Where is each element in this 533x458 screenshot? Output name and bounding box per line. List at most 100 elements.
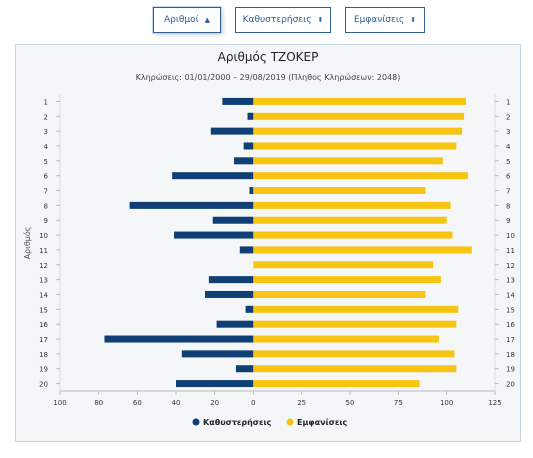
category-label-left: 4 [44, 143, 49, 151]
appearances-button-label: Εμφανίσεις [353, 15, 405, 25]
x-tick-label: 20 [210, 399, 219, 407]
category-label-left: 1 [44, 98, 48, 106]
appearance-bar [253, 380, 420, 388]
appearance-bar [253, 320, 457, 328]
delay-bar [129, 201, 254, 209]
category-label-right: 20 [506, 381, 515, 389]
category-label-right: 14 [506, 291, 515, 299]
x-tick-label: 40 [172, 399, 181, 407]
appearance-bar [253, 365, 457, 373]
category-label-left: 8 [44, 202, 48, 210]
category-label-left: 2 [44, 113, 48, 121]
category-label-left: 20 [39, 381, 48, 389]
category-label-left: 13 [39, 277, 48, 285]
y-axis-label: Αριθμός [22, 227, 32, 260]
appearance-bar [253, 201, 451, 209]
appearance-bar [253, 97, 466, 105]
category-label-left: 19 [39, 366, 48, 374]
category-label-right: 7 [506, 188, 510, 196]
category-label-right: 6 [506, 173, 511, 181]
appearance-bar [253, 276, 441, 284]
delay-bar [245, 305, 254, 313]
delay-bar [172, 172, 254, 180]
chart-container: Αριθμός ΤΖΟΚΕΡ Κληρώσεις: 01/01/2000 – 2… [15, 44, 521, 442]
category-label-left: 7 [44, 188, 48, 196]
appearance-bar [253, 335, 439, 343]
digits-dropdown-button[interactable]: Αριθμοί ▲ [153, 7, 221, 33]
category-label-right: 2 [506, 113, 510, 121]
delays-button-label: Καθυστερήσεις [242, 15, 312, 25]
appearance-bar [253, 127, 463, 135]
delay-bar [210, 127, 254, 135]
category-label-right: 10 [506, 232, 515, 240]
delay-bar [247, 112, 254, 120]
category-label-left: 3 [44, 128, 48, 136]
appearance-bar [253, 246, 472, 254]
category-label-left: 10 [39, 232, 48, 240]
sort-icon: ⬍ [317, 16, 324, 24]
x-tick-label: 50 [346, 399, 355, 407]
category-label-left: 14 [39, 291, 48, 299]
delay-bar [249, 187, 254, 195]
delay-bar [104, 335, 254, 343]
caret-up-icon: ▲ [204, 16, 211, 24]
category-label-right: 17 [506, 336, 515, 344]
bar-chart: Αριθμός ΤΖΟΚΕΡ Κληρώσεις: 01/01/2000 – 2… [22, 50, 515, 427]
delay-bar [234, 157, 254, 165]
category-label-right: 15 [506, 306, 515, 314]
category-label-right: 1 [506, 98, 510, 106]
category-label-right: 3 [506, 128, 510, 136]
category-label-left: 6 [44, 173, 49, 181]
category-label-left: 18 [39, 351, 48, 359]
appearance-bar [253, 112, 465, 120]
delays-dropdown-button[interactable]: Καθυστερήσεις ⬍ [235, 7, 331, 33]
delay-bar [222, 97, 254, 105]
category-label-left: 15 [39, 306, 48, 314]
x-tick-label: 80 [94, 399, 103, 407]
category-label-left: 5 [44, 158, 48, 166]
category-label-right: 16 [506, 321, 515, 329]
appearance-bar [253, 216, 447, 224]
chart-subtitle: Κληρώσεις: 01/01/2000 – 29/08/2019 (Πληθ… [136, 72, 401, 82]
delay-bar [205, 290, 254, 298]
appearance-bar [253, 157, 443, 165]
x-tick-label: 100 [440, 399, 453, 407]
x-tick-label: 75 [394, 399, 403, 407]
legend-label-appearances: Εμφανίσεις [297, 417, 347, 427]
legend-marker-appearances [286, 418, 294, 426]
category-label-right: 5 [506, 158, 510, 166]
sort-icon: ⬍ [410, 16, 417, 24]
category-label-left: 12 [39, 262, 48, 270]
category-label-right: 8 [506, 202, 510, 210]
delay-bar [239, 246, 254, 254]
category-label-left: 11 [39, 247, 48, 255]
appearances-dropdown-button[interactable]: Εμφανίσεις ⬍ [345, 7, 425, 33]
appearance-bar [253, 290, 426, 298]
legend-label-delays: Καθυστερήσεις [203, 418, 272, 427]
appearance-bar [253, 142, 457, 150]
appearance-bar [253, 350, 455, 358]
category-label-right: 19 [506, 366, 515, 374]
delay-bar [176, 380, 254, 388]
x-tick-label: 25 [297, 399, 306, 407]
x-tick-label: 100 [53, 399, 66, 407]
category-label-left: 9 [44, 217, 48, 225]
appearance-bar [253, 305, 459, 313]
x-tick-label: 0 [251, 399, 255, 407]
x-tick-label: 60 [133, 399, 142, 407]
appearance-bar [253, 187, 426, 195]
appearance-bar [253, 261, 434, 269]
chart-title: Αριθμός ΤΖΟΚΕΡ [218, 50, 319, 64]
category-label-right: 12 [506, 262, 515, 270]
delay-bar [216, 320, 254, 328]
digits-button-label: Αριθμοί [163, 15, 199, 25]
appearance-bar [253, 172, 468, 180]
delay-bar [212, 216, 254, 224]
appearance-bar [253, 231, 453, 239]
x-tick-label: 125 [488, 399, 501, 407]
category-label-left: 17 [39, 336, 48, 344]
delay-bar [181, 350, 254, 358]
category-label-right: 18 [506, 351, 515, 359]
delay-bar [174, 231, 254, 239]
category-label-right: 13 [506, 277, 515, 285]
